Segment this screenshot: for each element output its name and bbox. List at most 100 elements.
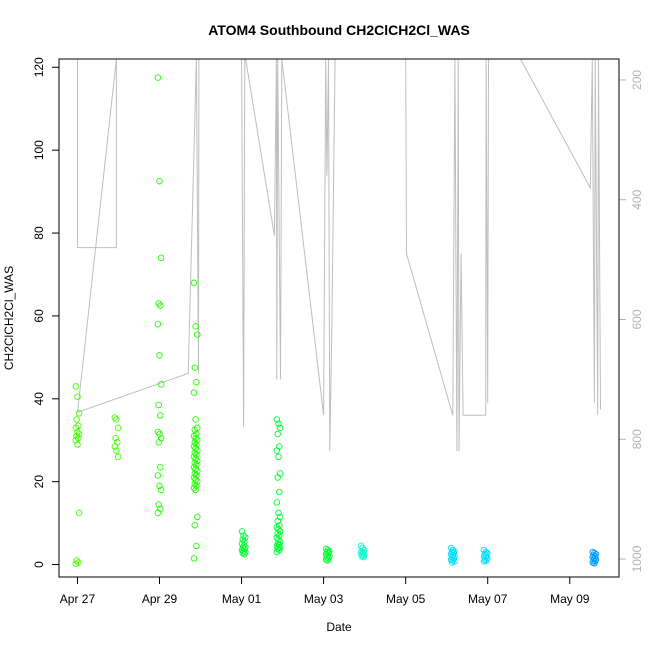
data-point [73, 432, 80, 440]
data-point [192, 486, 199, 494]
y-tick-label: 120 [32, 57, 46, 77]
data-point [190, 555, 198, 562]
data-point [190, 453, 198, 461]
data-point [190, 463, 198, 471]
data-point [273, 499, 281, 506]
data-point [192, 434, 199, 442]
data-point [193, 378, 200, 386]
data-point [448, 559, 456, 566]
data-point [113, 416, 120, 423]
data-point [72, 560, 80, 567]
y2-tick-label: 600 [630, 309, 644, 329]
data-point [192, 455, 199, 463]
data-point [241, 550, 248, 558]
data-point [113, 447, 120, 454]
data-point [274, 545, 281, 553]
chart-title: ATOM4 Southbound CH2ClCH2Cl_WAS [208, 22, 470, 38]
data-point [194, 513, 201, 521]
y-tick-label: 80 [32, 226, 46, 240]
data-point [74, 441, 81, 448]
data-point [154, 74, 162, 81]
altitude-line [76, 58, 601, 452]
data-point [114, 453, 122, 461]
data-point [155, 300, 162, 307]
data-point [75, 410, 83, 417]
x-tick-label: May 07 [468, 592, 508, 606]
data-point [157, 381, 165, 388]
data-point [274, 530, 281, 537]
y2-tick-label: 400 [630, 189, 644, 209]
data-point [154, 509, 162, 517]
data-point [112, 434, 119, 442]
data-point [240, 532, 247, 539]
data-point [273, 534, 281, 541]
y2-tick-label: 800 [630, 429, 644, 449]
data-point [155, 439, 162, 446]
data-point [275, 526, 282, 533]
data-point [191, 364, 199, 371]
data-point [360, 553, 367, 561]
data-point [480, 558, 488, 565]
data-point [156, 352, 163, 359]
x-tick-label: Apr 27 [60, 592, 96, 606]
data-point [190, 389, 198, 396]
y-tick-label: 0 [32, 561, 46, 568]
data-point [238, 528, 246, 535]
data-point [114, 424, 122, 432]
data-point [190, 432, 198, 440]
y2-tick-label: 1000 [630, 545, 644, 572]
data-point [447, 544, 455, 552]
data-point [192, 323, 199, 330]
data-point [156, 482, 163, 490]
data-point [273, 416, 281, 423]
data-point [156, 430, 163, 438]
data-point [193, 542, 200, 550]
data-point [190, 443, 198, 450]
data-point [74, 393, 81, 400]
data-point [154, 472, 162, 479]
data-point [157, 486, 165, 494]
x-tick-label: Apr 29 [142, 592, 178, 606]
data-point [273, 548, 281, 556]
data-point [155, 401, 162, 409]
data-point [273, 524, 281, 531]
data-point [238, 540, 246, 548]
data-point [191, 521, 199, 529]
data-point [154, 320, 162, 328]
data-point [192, 476, 199, 483]
data-point [274, 474, 281, 481]
y-tick-label: 40 [32, 392, 46, 406]
data-point [191, 459, 199, 467]
data-point [192, 445, 199, 452]
data-point [157, 412, 164, 419]
data-point [190, 474, 198, 481]
y-tick-label: 100 [32, 140, 46, 160]
data-point [111, 414, 119, 421]
data-point [73, 557, 80, 564]
y-tick-label: 20 [32, 475, 46, 489]
data-point [73, 416, 80, 423]
data-point [72, 424, 80, 432]
data-point [274, 517, 281, 525]
axes-layer: Apr 27 Apr 29 May 01 May 03 May 05 May 07 May … [32, 57, 644, 606]
y-tick-label: 60 [32, 309, 46, 323]
data-point [274, 430, 281, 438]
x-tick-label: May 01 [222, 592, 262, 606]
data-point [239, 536, 247, 543]
data-point [191, 470, 199, 477]
data-point [157, 463, 164, 471]
data-point [275, 536, 282, 543]
data-point [111, 443, 119, 450]
data-point [191, 449, 199, 456]
plot-frame [58, 58, 620, 578]
data-point [154, 428, 162, 436]
altitude-line-layer [76, 58, 601, 452]
data-point [191, 426, 199, 434]
data-point [192, 416, 199, 423]
data-point [190, 484, 198, 492]
data-points-layer [72, 74, 600, 567]
data-point [157, 302, 164, 309]
data-point [591, 560, 598, 567]
data-point [239, 549, 247, 557]
